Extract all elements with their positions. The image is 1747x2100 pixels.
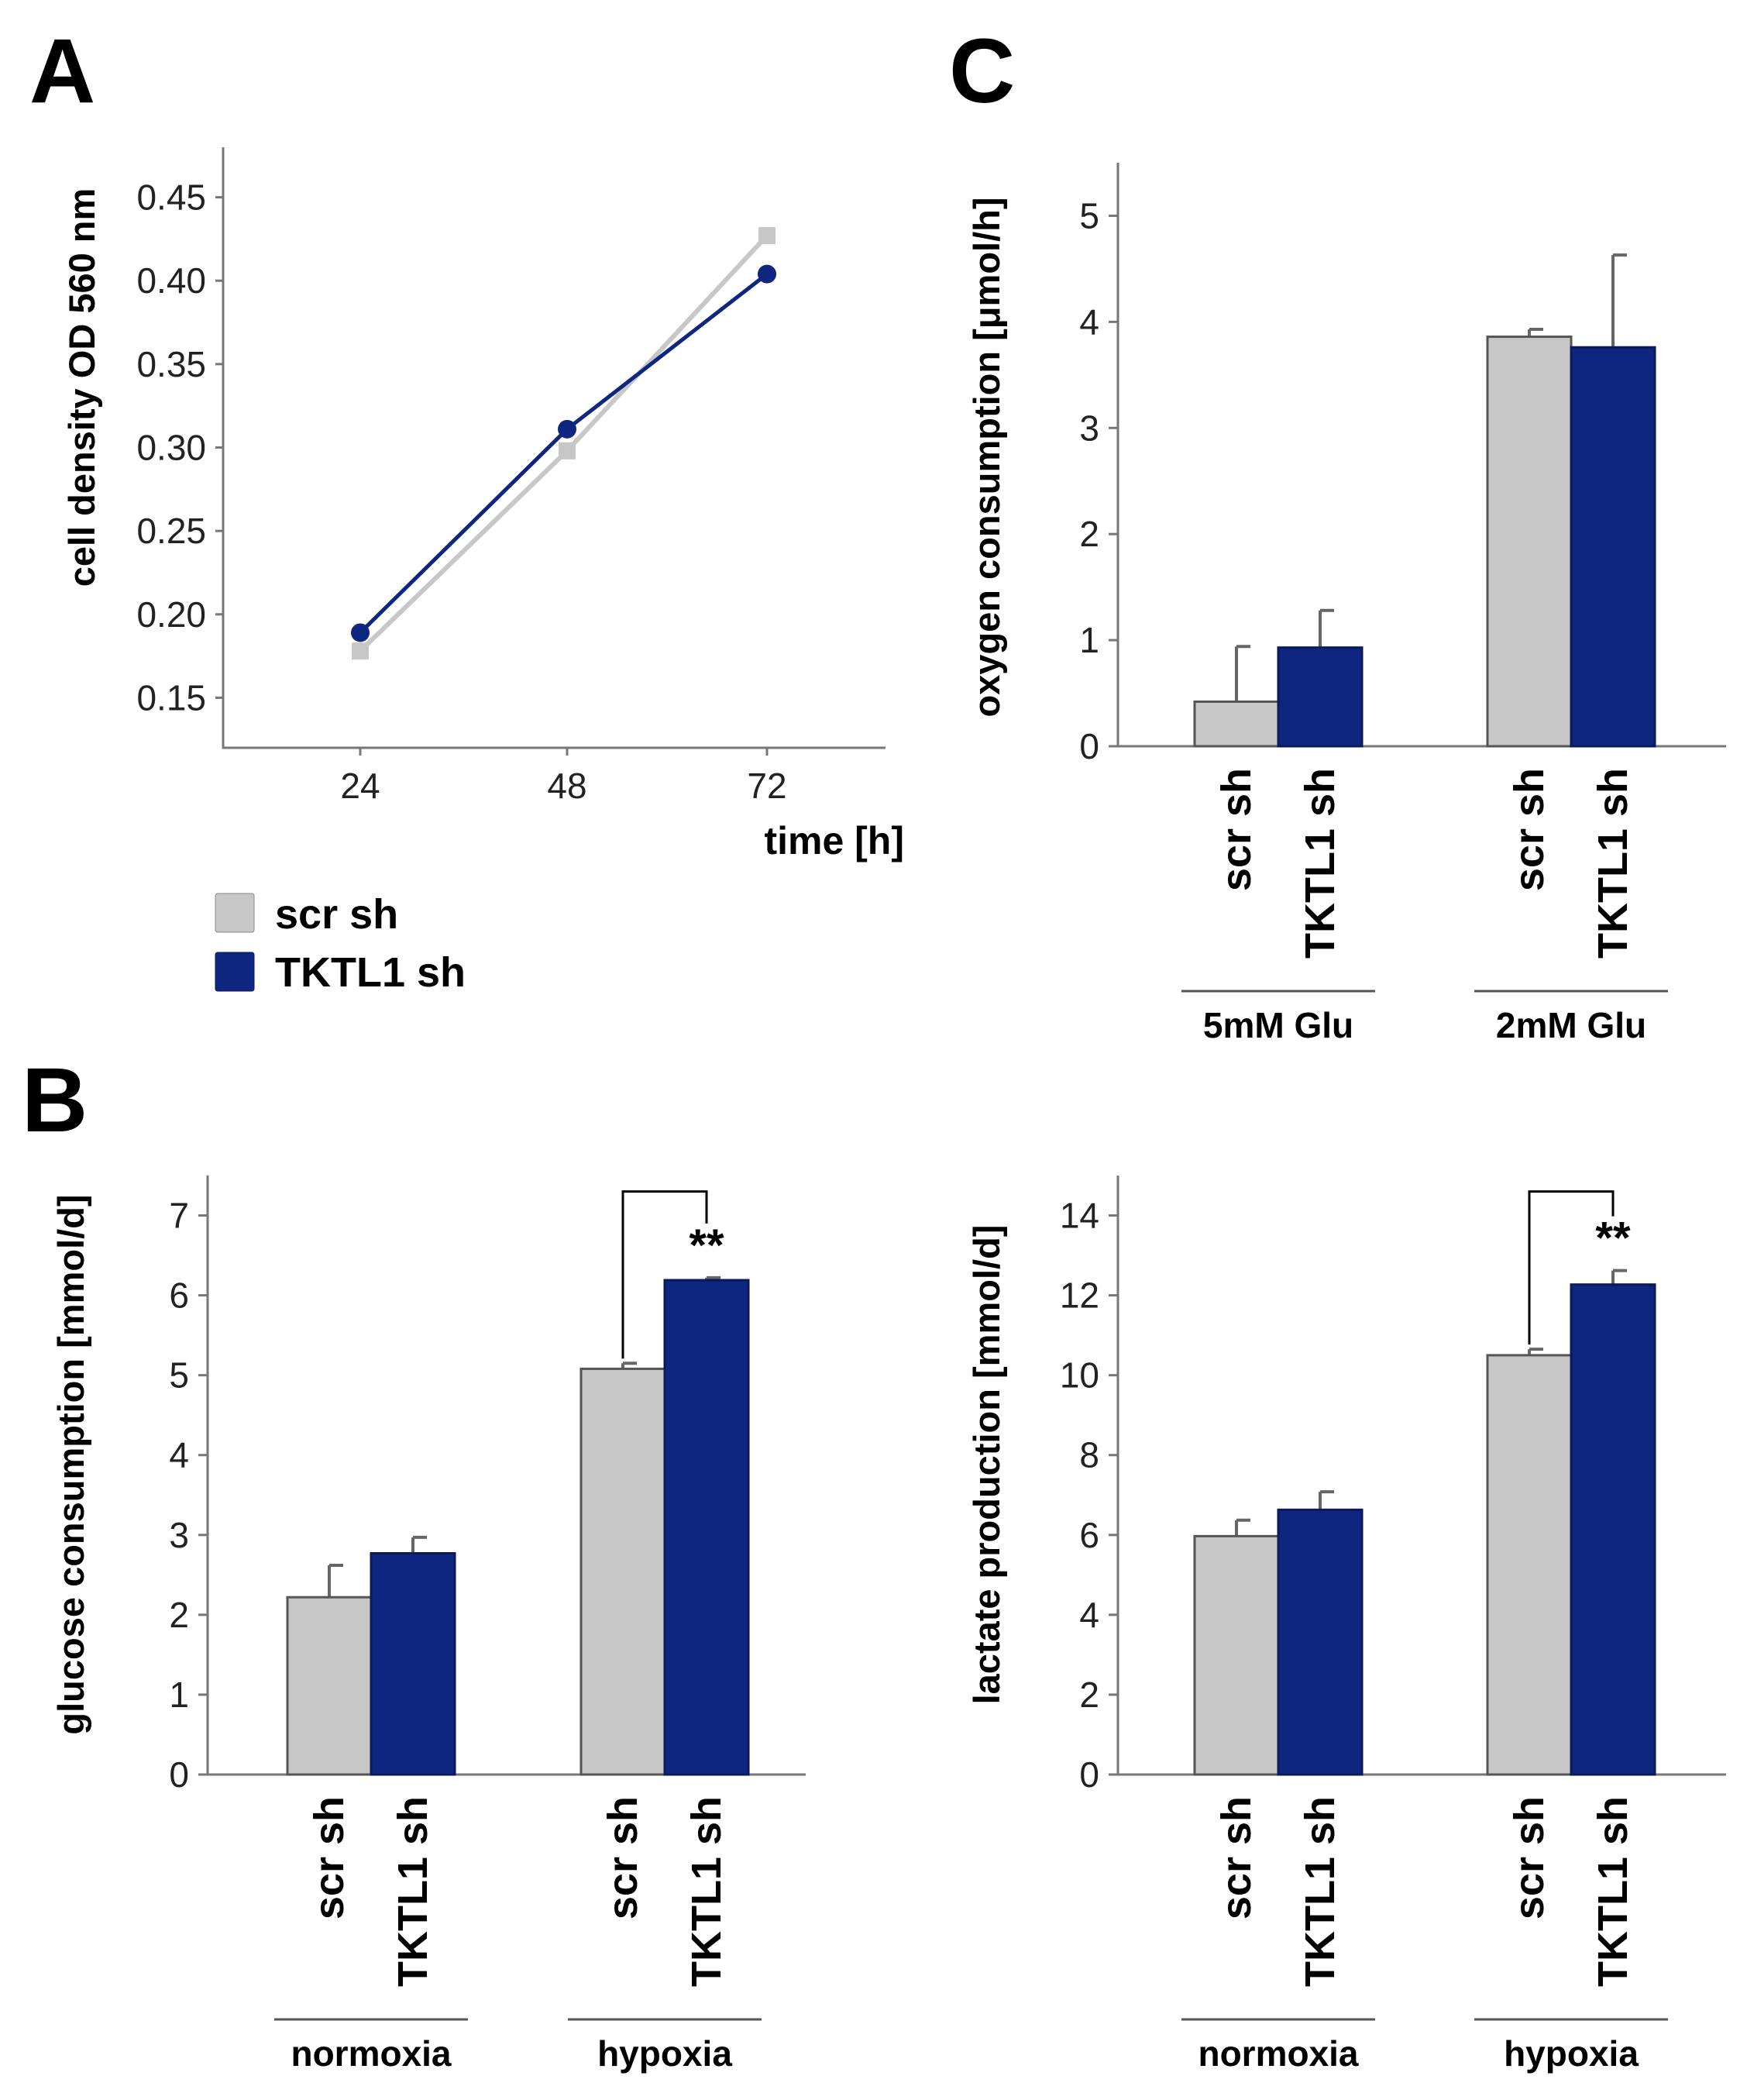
y-tick-label-glucose: 3	[169, 1515, 189, 1555]
category-label: scr sh	[600, 1796, 646, 1919]
panel-label-a: A	[29, 20, 95, 122]
y-tick-label-oxygen: 3	[1079, 408, 1099, 448]
x-tick-label-a: 72	[747, 766, 786, 806]
category-label: scr sh	[1506, 1796, 1553, 1919]
y-axis-title-oxygen: oxygen consumption [μmol/h]	[966, 197, 1007, 717]
y-tick-label-oxygen: 5	[1079, 195, 1099, 236]
y-tick-label-lactate: 0	[1079, 1754, 1099, 1795]
legend-swatch-tktl1-sh	[215, 952, 255, 992]
axes-a	[222, 147, 886, 749]
x-tick-label-a: 48	[547, 766, 586, 806]
category-label: TKTL1 sh	[390, 1796, 436, 1987]
group-label: normoxia	[291, 2033, 451, 2074]
bar-scr-sh	[1193, 1534, 1280, 1776]
significance-bracket	[1528, 1190, 1615, 1345]
y-tick-label-lactate: 6	[1079, 1515, 1099, 1555]
y-tick-label-lactate: 14	[1060, 1196, 1099, 1236]
y-tick-label-a: 0.15	[136, 677, 206, 718]
bar-scr-sh	[579, 1367, 666, 1776]
legend-label-scr-sh: scr sh	[275, 891, 398, 938]
group-label: hypoxia	[597, 2033, 732, 2074]
significance-label: **	[689, 1220, 724, 1271]
y-tick-label-a: 0.45	[136, 177, 206, 218]
category-label: TKTL1 sh	[1297, 768, 1343, 959]
category-label: TKTL1 sh	[1590, 1796, 1636, 1987]
data-point-scr-sh	[559, 442, 576, 460]
y-tick-label-oxygen: 4	[1079, 301, 1099, 342]
y-tick-label-glucose: 4	[169, 1435, 189, 1475]
data-point-scr-sh	[352, 642, 369, 660]
bar-scr-sh	[286, 1596, 373, 1776]
y-axis-title-lactate: lactate production [mmol/d]	[966, 1225, 1007, 1705]
bar-scr-sh	[1486, 1354, 1573, 1776]
data-point-tktl1-sh	[758, 264, 776, 284]
y-tick-label-lactate: 8	[1079, 1435, 1099, 1475]
x-axis-title-a: time [h]	[764, 819, 904, 862]
y-tick-label-lactate: 4	[1079, 1595, 1099, 1635]
bar-tktl1-sh	[1277, 1508, 1364, 1776]
y-tick-label-a: 0.30	[136, 428, 206, 468]
y-tick-label-a: 0.40	[136, 260, 206, 301]
bar-tktl1-sh	[663, 1279, 750, 1776]
panel-label-c: C	[949, 20, 1015, 122]
y-tick-label-oxygen: 0	[1079, 726, 1099, 766]
y-tick-label-lactate: 10	[1060, 1355, 1099, 1396]
category-label: TKTL1 sh	[1297, 1796, 1343, 1987]
bar-tktl1-sh	[1570, 346, 1656, 748]
significance-label: **	[1595, 1214, 1631, 1264]
y-tick-label-glucose: 2	[169, 1595, 189, 1635]
glucose-consumption-bar-chart: glucose consumption [mmol/d] 0 1 2 3 4 5 6 7 scr…	[50, 1176, 806, 2074]
oxygen-consumption-bar-chart: oxygen consumption [μmol/h] 0 1 2 3 4 5 scr sh…	[966, 163, 1726, 1045]
legend-swatch-scr-sh	[215, 893, 255, 933]
y-tick-label-glucose: 1	[169, 1675, 189, 1715]
group-label: 2mM Glu	[1496, 1005, 1646, 1045]
y-tick-label-lactate: 2	[1079, 1675, 1099, 1715]
cell-density-line-chart: cell density OD 560 nm time [h] 0.15 0.20…	[61, 147, 904, 862]
bar-tktl1-sh	[1277, 646, 1364, 748]
data-point-tktl1-sh	[351, 623, 370, 642]
y-tick-label-glucose: 0	[169, 1754, 189, 1795]
bar-tktl1-sh	[1570, 1283, 1656, 1776]
y-tick-label-glucose: 5	[169, 1355, 189, 1396]
y-tick-label-oxygen: 1	[1079, 620, 1099, 660]
legend-label-tktl1-sh: TKTL1 sh	[275, 949, 466, 996]
data-point-tktl1-sh	[558, 419, 576, 439]
category-label: TKTL1 sh	[1590, 768, 1636, 959]
lactate-production-bar-chart: lactate production [mmol/d] 0 2 4 6 8 10 12 14 s…	[966, 1176, 1726, 2074]
group-label: 5mM Glu	[1203, 1005, 1353, 1045]
y-axis-title-glucose: glucose consumption [mmol/d]	[50, 1194, 91, 1734]
y-tick-label-lactate: 12	[1060, 1275, 1099, 1316]
panel-label-b: B	[22, 1049, 88, 1152]
group-label: hypoxia	[1504, 2033, 1639, 2074]
category-label: scr sh	[1213, 768, 1260, 891]
group-label: normoxia	[1198, 2033, 1358, 2074]
y-tick-label-oxygen: 2	[1079, 514, 1099, 554]
data-point-scr-sh	[758, 227, 775, 245]
y-tick-label-glucose: 6	[169, 1275, 189, 1316]
legend: scr sh TKTL1 sh	[215, 891, 466, 996]
category-label: TKTL1 sh	[683, 1796, 730, 1987]
category-label: scr sh	[1213, 1796, 1260, 1919]
x-tick-label-a: 24	[340, 766, 380, 806]
bar-tktl1-sh	[370, 1552, 456, 1776]
category-label: scr sh	[306, 1796, 352, 1919]
category-label: scr sh	[1506, 768, 1553, 891]
y-tick-label-a: 0.35	[136, 344, 206, 384]
y-tick-label-glucose: 7	[169, 1196, 189, 1236]
y-tick-label-a: 0.25	[136, 511, 206, 551]
bar-scr-sh	[1486, 336, 1573, 748]
significance-bracket	[621, 1190, 708, 1359]
y-tick-label-a: 0.20	[136, 594, 206, 635]
bar-scr-sh	[1193, 700, 1280, 748]
y-axis-title-a: cell density OD 560 nm	[61, 188, 102, 587]
